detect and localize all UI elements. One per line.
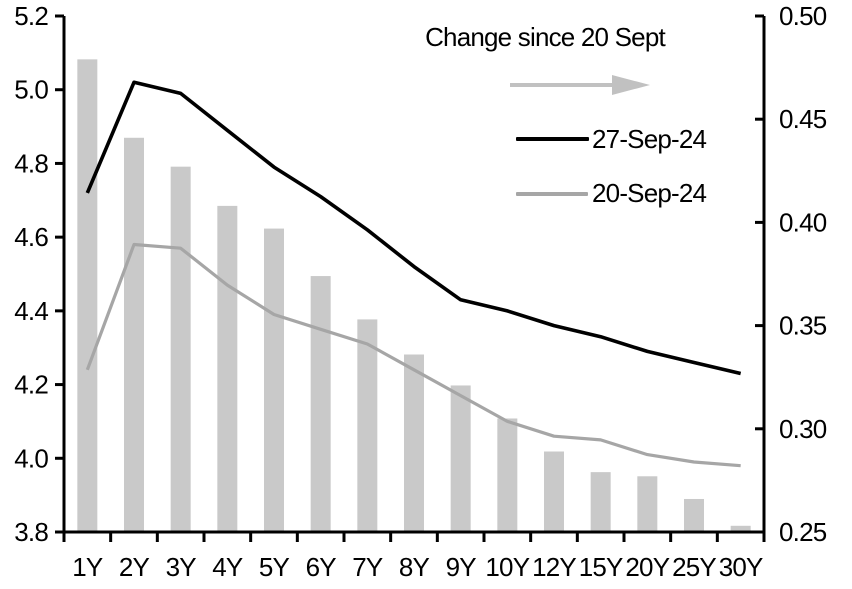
- x-axis-label-10Y: 10Y: [485, 552, 529, 582]
- right-axis-tick-label: 0.35: [779, 311, 827, 341]
- left-axis-tick-label: 4.8: [14, 148, 48, 178]
- right-axis-tick-label: 0.50: [779, 1, 827, 31]
- x-axis-label-15Y: 15Y: [579, 552, 623, 582]
- bar-1Y: [77, 59, 98, 533]
- bar-7Y: [357, 319, 378, 532]
- legend-line-sample-20-sep: [516, 192, 588, 196]
- x-axis-label-3Y: 3Y: [166, 552, 197, 582]
- left-axis-tick-label: 5.0: [14, 75, 48, 105]
- legend-label-27-sep: 27-Sep-24: [592, 124, 707, 154]
- bar-30Y: [730, 525, 751, 532]
- bar-8Y: [404, 354, 424, 532]
- right-axis-tick-label: 0.40: [779, 207, 827, 237]
- x-axis-label-9Y: 9Y: [446, 552, 477, 582]
- x-axis-label-30Y: 30Y: [719, 552, 763, 582]
- legend-label-20-sep: 20-Sep-24: [592, 178, 707, 208]
- left-axis-tick-label: 5.2: [14, 1, 48, 31]
- line-series-20-Sep-24: [85, 242, 741, 468]
- left-axis-tick-label: 4.4: [14, 296, 48, 326]
- x-axis-label-1Y: 1Y: [72, 552, 103, 582]
- bar-6Y: [310, 276, 331, 532]
- bar-20Y: [637, 476, 658, 532]
- bar-4Y: [217, 205, 238, 532]
- x-axis-label-2Y: 2Y: [119, 552, 150, 582]
- bar-10Y: [497, 418, 518, 532]
- left-axis-tick-label: 4.0: [14, 443, 48, 473]
- left-axis-tick-label: 4.2: [14, 370, 48, 400]
- right-axis-tick-label: 0.30: [779, 414, 827, 444]
- x-axis-label-7Y: 7Y: [352, 552, 383, 582]
- x-axis-label-8Y: 8Y: [399, 552, 430, 582]
- x-axis-label-5Y: 5Y: [259, 552, 290, 582]
- right-axis-tick-label: 0.25: [779, 517, 827, 547]
- x-axis-label-20Y: 20Y: [625, 552, 669, 582]
- legend-line-sample-27-sep: [516, 137, 589, 141]
- bar-12Y: [544, 451, 564, 532]
- line-series-27-Sep-24: [85, 80, 742, 376]
- left-axis-tick-label: 3.8: [14, 517, 48, 547]
- right-axis-tick-label: 0.45: [779, 104, 827, 134]
- x-axis-label-12Y: 12Y: [532, 552, 576, 582]
- x-axis-label-6Y: 6Y: [306, 552, 337, 582]
- bar-9Y: [450, 385, 471, 532]
- bar-25Y: [684, 498, 704, 532]
- x-axis-label-25Y: 25Y: [672, 552, 716, 582]
- legend-title: Change since 20 Sept: [425, 22, 666, 52]
- x-axis-label-4Y: 4Y: [212, 552, 243, 582]
- bar-15Y: [590, 472, 611, 532]
- left-axis-tick-label: 4.6: [14, 222, 48, 252]
- bar-2Y: [124, 137, 144, 532]
- bar-3Y: [170, 166, 191, 532]
- right-arrow-icon: [510, 75, 650, 95]
- bar-5Y: [264, 228, 284, 533]
